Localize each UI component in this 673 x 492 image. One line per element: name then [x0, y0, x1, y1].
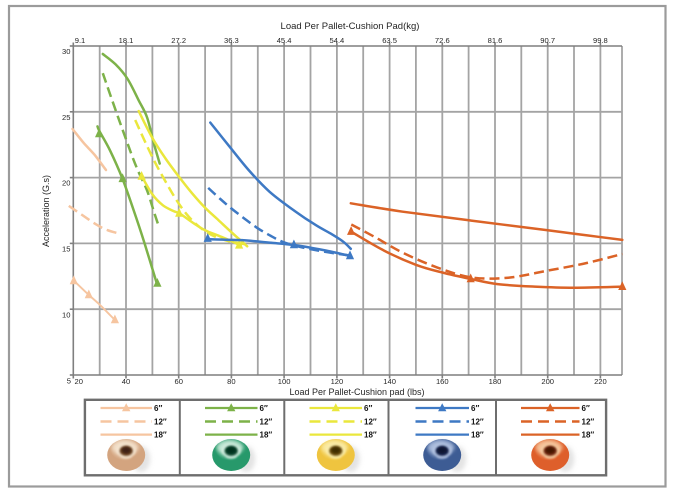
svg-text:6″: 6″ [364, 404, 372, 413]
svg-text:45.4: 45.4 [277, 36, 292, 45]
svg-text:63.5: 63.5 [382, 36, 397, 45]
svg-text:90.7: 90.7 [540, 36, 555, 45]
svg-text:6″: 6″ [260, 404, 268, 413]
svg-text:Load Per Pallet-Cushion Pad(kg: Load Per Pallet-Cushion Pad(kg) [281, 21, 420, 32]
svg-text:100: 100 [278, 377, 291, 386]
svg-text:20: 20 [74, 377, 82, 386]
svg-text:18″: 18″ [154, 431, 167, 440]
svg-text:180: 180 [489, 377, 502, 386]
svg-text:6″: 6″ [582, 404, 590, 413]
svg-text:120: 120 [331, 377, 344, 386]
svg-text:220: 220 [594, 377, 607, 386]
svg-text:99.8: 99.8 [593, 36, 608, 45]
svg-text:160: 160 [436, 377, 449, 386]
svg-text:60: 60 [174, 377, 182, 386]
svg-text:54.4: 54.4 [330, 36, 345, 45]
svg-text:27.2: 27.2 [171, 36, 186, 45]
svg-text:18″: 18″ [582, 431, 595, 440]
svg-text:18″: 18″ [364, 431, 377, 440]
svg-text:12″: 12″ [364, 418, 377, 427]
svg-text:200: 200 [541, 377, 554, 386]
svg-text:12″: 12″ [582, 418, 595, 427]
svg-text:40: 40 [122, 377, 130, 386]
svg-text:36.3: 36.3 [224, 36, 239, 45]
svg-text:15: 15 [62, 245, 70, 254]
svg-text:80: 80 [227, 377, 235, 386]
svg-text:12″: 12″ [471, 418, 484, 427]
svg-text:9.1: 9.1 [75, 36, 86, 45]
svg-text:18″: 18″ [260, 431, 273, 440]
svg-text:10: 10 [62, 310, 70, 319]
svg-text:Acceleration (G.s): Acceleration (G.s) [41, 175, 51, 247]
svg-text:81.6: 81.6 [488, 36, 503, 45]
svg-text:6″: 6″ [471, 404, 479, 413]
svg-text:20: 20 [62, 179, 70, 188]
svg-text:12″: 12″ [260, 418, 273, 427]
svg-text:72.6: 72.6 [435, 36, 450, 45]
svg-text:18.1: 18.1 [119, 36, 134, 45]
svg-text:12″: 12″ [154, 418, 167, 427]
svg-text:25: 25 [62, 113, 70, 122]
svg-text:140: 140 [383, 377, 396, 386]
svg-text:30: 30 [62, 47, 70, 56]
svg-text:18″: 18″ [471, 431, 484, 440]
svg-text:6″: 6″ [154, 404, 162, 413]
svg-text:Load Per Pallet-Cushion pad (l: Load Per Pallet-Cushion pad (lbs) [289, 387, 424, 397]
svg-text:5: 5 [67, 376, 71, 385]
